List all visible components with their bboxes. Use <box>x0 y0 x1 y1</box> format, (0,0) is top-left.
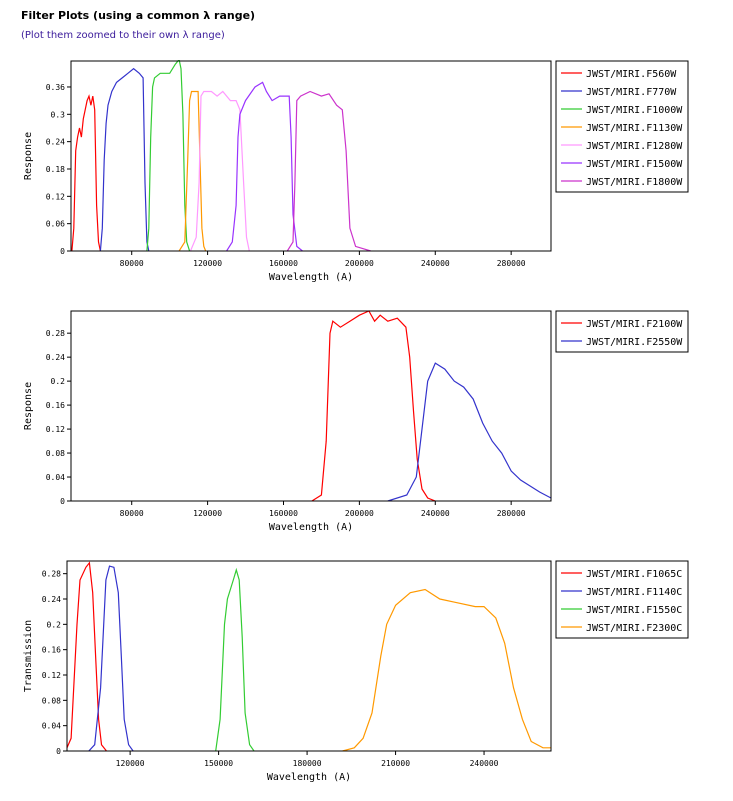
y-tick-label: 0.08 <box>42 696 61 705</box>
y-tick-label: 0.18 <box>46 165 65 174</box>
y-tick-label: 0.12 <box>42 671 61 680</box>
series-line-f1550c <box>215 567 255 751</box>
plot-frame <box>66 560 552 752</box>
x-tick-label: 150000 <box>204 759 233 768</box>
y-tick-label: 0.12 <box>46 425 65 434</box>
series-line-f770w <box>99 67 150 251</box>
filter-chart-3: 0 0.04 0.08 0.12 0.16 0.2 0.24 0.28 120000 150000… <box>23 560 689 783</box>
legend-label: JWST/MIRI.F1280W <box>586 141 683 152</box>
series-line-f1800w <box>286 90 371 251</box>
legend-label: JWST/MIRI.F2100W <box>586 319 683 330</box>
y-tick-label: 0.3 <box>51 110 66 119</box>
x-axis-label: Wavelength (A) <box>269 272 353 283</box>
x-axis-label: Wavelength (A) <box>267 772 351 783</box>
y-axis-label: Transmission <box>23 620 34 692</box>
legend-label: JWST/MIRI.F1065C <box>586 569 682 580</box>
x-tick-label: 120000 <box>193 509 222 518</box>
y-tick-label: 0.16 <box>42 646 61 655</box>
y-tick-label: 0.2 <box>47 620 62 629</box>
y-axis-label: Response <box>23 132 34 180</box>
x-tick-label: 240000 <box>421 259 450 268</box>
legend-label: JWST/MIRI.F1800W <box>586 177 683 188</box>
y-tick-label: 0.28 <box>42 570 61 579</box>
x-tick-label: 210000 <box>381 759 410 768</box>
x-tick-label: 200000 <box>345 259 374 268</box>
plot-frame <box>70 310 552 502</box>
series-line-f1065c <box>67 561 107 751</box>
filter-chart-1: 0 0.06 0.12 0.18 0.24 0.3 0.36 80000 120000 16000… <box>23 60 689 283</box>
y-tick-label: 0.24 <box>42 595 61 604</box>
y-tick-label: 0.2 <box>51 377 66 386</box>
x-tick-label: 120000 <box>116 759 145 768</box>
series-line-f2100w <box>311 310 436 501</box>
page-title: Filter Plots (using a common λ range) <box>21 9 256 22</box>
y-tick-label: 0.28 <box>46 329 65 338</box>
legend-label: JWST/MIRI.F770W <box>586 87 677 98</box>
y-tick-label: 0.24 <box>46 353 65 362</box>
y-tick-label: 0.24 <box>46 138 65 147</box>
y-axis-label: Response <box>23 382 34 430</box>
legend-box <box>555 560 689 639</box>
legend-label: JWST/MIRI.F1550C <box>586 605 682 616</box>
y-tick-label: 0.16 <box>46 401 65 410</box>
plot-frame <box>70 60 552 252</box>
x-tick-label: 80000 <box>120 259 144 268</box>
y-tick-label: 0.04 <box>42 722 61 731</box>
series-line-f2550w <box>387 362 551 501</box>
series-line-f1280w <box>189 90 250 251</box>
legend-label: JWST/MIRI.F1500W <box>586 159 683 170</box>
series-line-f1000w <box>146 60 191 251</box>
x-tick-label: 160000 <box>269 509 298 518</box>
x-tick-label: 200000 <box>345 509 374 518</box>
series-line-f560w <box>71 94 101 251</box>
y-tick-label: 0 <box>60 247 65 256</box>
legend-label: JWST/MIRI.F1130W <box>586 123 683 134</box>
series-line-f1130w <box>178 90 207 251</box>
y-tick-label: 0 <box>56 747 61 756</box>
x-tick-label: 280000 <box>497 259 526 268</box>
legend-label: JWST/MIRI.F1140C <box>586 587 682 598</box>
y-tick-label: 0.04 <box>46 473 65 482</box>
filter-chart-2: 0 0.04 0.08 0.12 0.16 0.2 0.24 0.28 80000 120000 1… <box>23 310 689 533</box>
series-line-f2300c <box>342 588 551 751</box>
y-tick-label: 0.08 <box>46 449 65 458</box>
legend-label: JWST/MIRI.F2300C <box>586 623 682 634</box>
legend-label: JWST/MIRI.F1000W <box>586 105 683 116</box>
x-tick-label: 80000 <box>120 509 144 518</box>
series-line-f1500w <box>226 81 303 251</box>
y-tick-label: 0.36 <box>46 83 65 92</box>
legend-label: JWST/MIRI.F2550W <box>586 337 683 348</box>
x-tick-label: 280000 <box>497 509 526 518</box>
zoom-own-range-link[interactable]: (Plot them zoomed to their own λ range) <box>21 30 225 41</box>
x-tick-label: 160000 <box>269 259 298 268</box>
x-tick-label: 120000 <box>193 259 222 268</box>
series-line-f1140c <box>88 565 134 751</box>
x-tick-label: 180000 <box>293 759 322 768</box>
x-axis-label: Wavelength (A) <box>269 522 353 533</box>
legend-box <box>555 310 689 353</box>
y-tick-label: 0.06 <box>46 220 65 229</box>
y-tick-label: 0.12 <box>46 192 65 201</box>
x-tick-label: 240000 <box>470 759 499 768</box>
legend-label: JWST/MIRI.F560W <box>586 69 677 80</box>
x-tick-label: 240000 <box>421 509 450 518</box>
y-tick-label: 0 <box>60 497 65 506</box>
